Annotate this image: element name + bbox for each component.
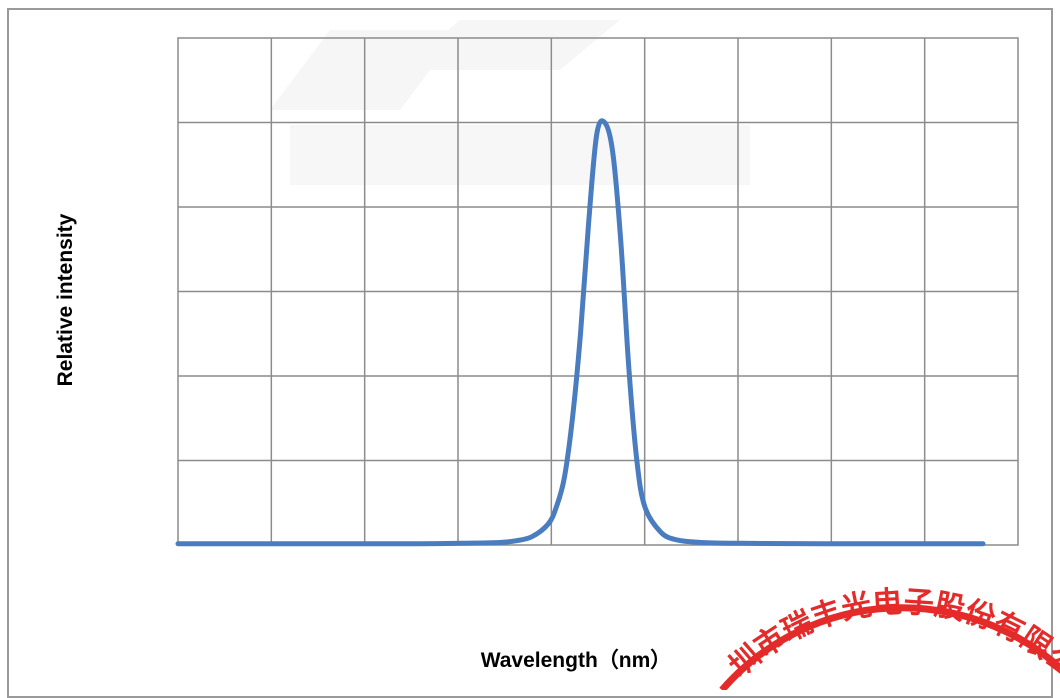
plot-grid <box>177 37 1019 546</box>
x-axis-label: Wavelength（nm） <box>480 649 672 672</box>
seal-text: 圳市瑞丰光电子股份有限公 <box>723 585 1060 686</box>
company-seal: 圳市瑞丰光电子股份有限公 <box>719 585 1060 690</box>
y-axis-label: Relative intensity <box>54 213 77 387</box>
watermark-logo <box>270 20 750 185</box>
spectrum-line <box>175 118 986 547</box>
